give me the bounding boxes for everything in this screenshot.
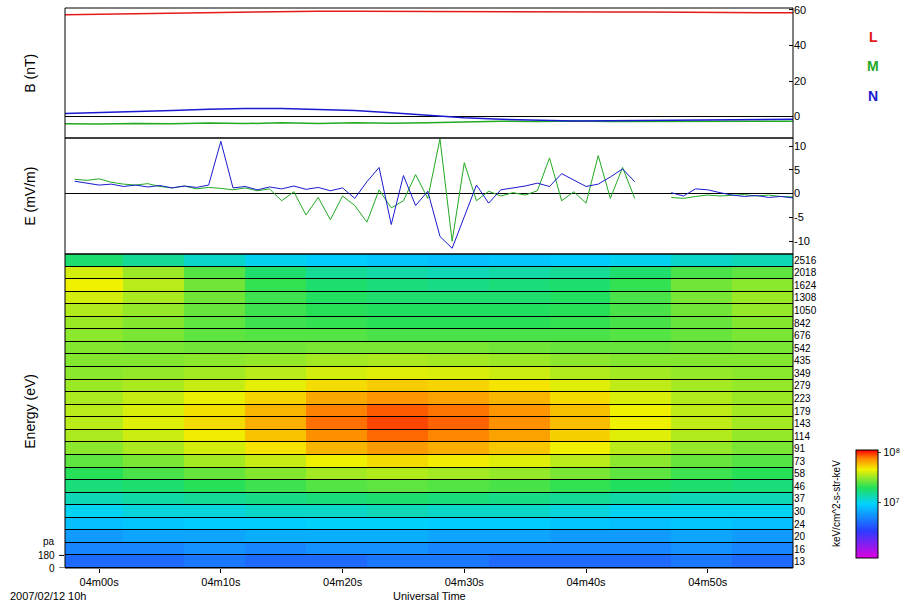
svg-text:2516: 2516 bbox=[794, 255, 817, 266]
svg-text:91: 91 bbox=[794, 443, 806, 454]
svg-text:M: M bbox=[867, 58, 879, 74]
svg-text:179: 179 bbox=[794, 406, 811, 417]
svg-text:1050: 1050 bbox=[794, 305, 817, 316]
svg-text:435: 435 bbox=[794, 355, 811, 366]
svg-text:pa: pa bbox=[43, 536, 55, 547]
svg-text:2018: 2018 bbox=[794, 267, 817, 278]
svg-text:24: 24 bbox=[794, 519, 806, 530]
svg-text:1308: 1308 bbox=[794, 292, 817, 303]
svg-text:04m10s: 04m10s bbox=[201, 576, 241, 588]
svg-text:30: 30 bbox=[794, 506, 806, 517]
svg-text:E (mV/m): E (mV/m) bbox=[22, 167, 38, 226]
svg-text:279: 279 bbox=[794, 380, 811, 391]
svg-text:58: 58 bbox=[794, 468, 806, 479]
svg-text:L: L bbox=[869, 29, 878, 45]
svg-text:10: 10 bbox=[794, 140, 806, 152]
svg-text:Energy (eV): Energy (eV) bbox=[22, 374, 38, 449]
svg-text:1624: 1624 bbox=[794, 280, 817, 291]
svg-text:04m00s: 04m00s bbox=[80, 576, 120, 588]
svg-text:Universal Time: Universal Time bbox=[393, 590, 466, 602]
svg-text:04m20s: 04m20s bbox=[323, 576, 363, 588]
svg-text:60: 60 bbox=[794, 4, 806, 16]
svg-text:114: 114 bbox=[794, 431, 810, 442]
svg-text:0: 0 bbox=[794, 187, 800, 199]
svg-text:223: 223 bbox=[794, 393, 811, 404]
svg-text:46: 46 bbox=[794, 481, 806, 492]
svg-text:40: 40 bbox=[794, 39, 806, 51]
svg-text:73: 73 bbox=[794, 456, 806, 467]
svg-text:0: 0 bbox=[49, 563, 55, 574]
svg-text:keV/cm^2-s-str-keV: keV/cm^2-s-str-keV bbox=[831, 460, 842, 547]
svg-text:180: 180 bbox=[38, 550, 55, 561]
svg-text:16: 16 bbox=[794, 544, 806, 555]
svg-text:20: 20 bbox=[794, 75, 806, 87]
svg-text:04m50s: 04m50s bbox=[688, 576, 728, 588]
svg-text:-5: -5 bbox=[794, 211, 804, 223]
svg-text:-10: -10 bbox=[794, 235, 810, 247]
svg-text:N: N bbox=[868, 88, 878, 104]
svg-text:B (nT): B (nT) bbox=[22, 54, 38, 93]
svg-text:842: 842 bbox=[794, 318, 811, 329]
svg-text:04m40s: 04m40s bbox=[566, 576, 606, 588]
svg-text:37: 37 bbox=[794, 493, 806, 504]
svg-text:349: 349 bbox=[794, 368, 811, 379]
svg-text:542: 542 bbox=[794, 343, 811, 354]
svg-text:0: 0 bbox=[794, 110, 800, 122]
svg-text:143: 143 bbox=[794, 418, 811, 429]
svg-text:676: 676 bbox=[794, 330, 811, 341]
svg-text:10⁷: 10⁷ bbox=[883, 496, 899, 508]
svg-text:2007/02/12 10h: 2007/02/12 10h bbox=[10, 590, 86, 602]
svg-text:20: 20 bbox=[794, 531, 806, 542]
svg-text:5: 5 bbox=[794, 164, 800, 176]
svg-text:13: 13 bbox=[794, 556, 806, 567]
svg-text:04m30s: 04m30s bbox=[445, 576, 485, 588]
svg-text:10⁸: 10⁸ bbox=[883, 446, 900, 458]
